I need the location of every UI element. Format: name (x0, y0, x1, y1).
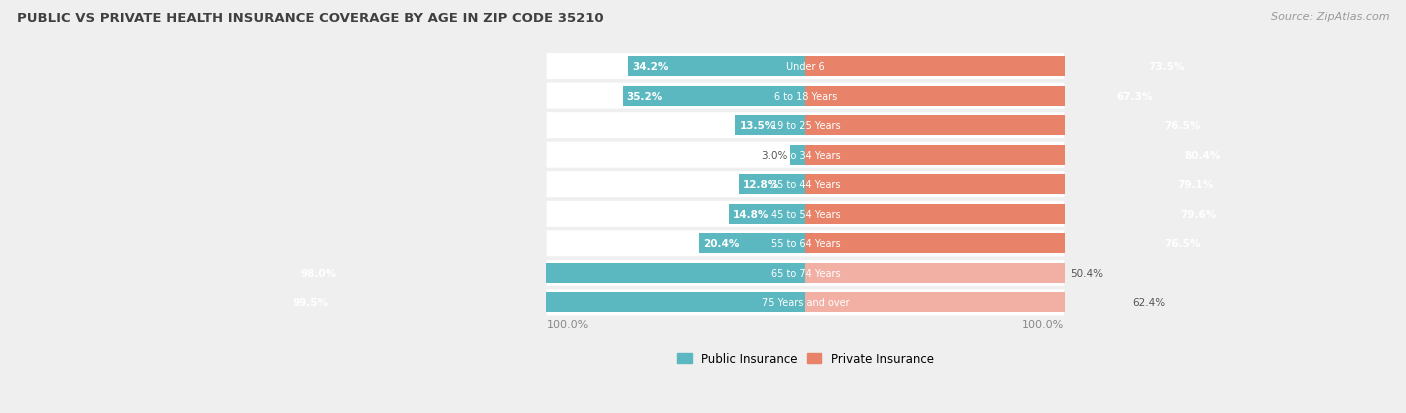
Bar (806, 263, 1067, 283)
Text: 100.0%: 100.0% (1022, 319, 1064, 329)
FancyBboxPatch shape (547, 54, 1064, 80)
Bar (699, 234, 806, 254)
Text: 50.4%: 50.4% (1070, 268, 1102, 278)
Text: 80.4%: 80.4% (1184, 150, 1220, 160)
Text: 62.4%: 62.4% (1132, 298, 1166, 308)
Text: 79.1%: 79.1% (1178, 180, 1213, 190)
Text: 3.0%: 3.0% (761, 150, 787, 160)
Text: 65 to 74 Years: 65 to 74 Years (770, 268, 841, 278)
Bar (806, 175, 1216, 195)
Text: 6 to 18 Years: 6 to 18 Years (773, 91, 837, 101)
FancyBboxPatch shape (547, 290, 1064, 316)
Text: 35 to 44 Years: 35 to 44 Years (770, 180, 841, 190)
Text: 14.8%: 14.8% (733, 209, 769, 219)
Bar (806, 293, 1129, 313)
Text: 19 to 25 Years: 19 to 25 Years (770, 121, 841, 131)
Text: 55 to 64 Years: 55 to 64 Years (770, 239, 841, 249)
Text: 99.5%: 99.5% (292, 298, 329, 308)
Text: 98.0%: 98.0% (301, 268, 336, 278)
FancyBboxPatch shape (547, 113, 1064, 139)
Text: 45 to 54 Years: 45 to 54 Years (770, 209, 841, 219)
Bar (806, 234, 1204, 254)
FancyBboxPatch shape (547, 231, 1064, 257)
FancyBboxPatch shape (547, 201, 1064, 227)
FancyBboxPatch shape (547, 172, 1064, 198)
Text: 67.3%: 67.3% (1116, 91, 1153, 101)
Text: 35.2%: 35.2% (627, 91, 664, 101)
Text: 34.2%: 34.2% (631, 62, 668, 72)
Text: 75 Years and over: 75 Years and over (762, 298, 849, 308)
Bar (806, 86, 1156, 107)
Text: 13.5%: 13.5% (740, 121, 776, 131)
Bar (806, 145, 1223, 165)
Bar (806, 57, 1187, 77)
Text: 76.5%: 76.5% (1164, 239, 1201, 249)
Bar (790, 145, 806, 165)
Text: Source: ZipAtlas.com: Source: ZipAtlas.com (1271, 12, 1389, 22)
Bar (735, 116, 806, 136)
Text: 20.4%: 20.4% (703, 239, 740, 249)
Bar (728, 204, 806, 224)
Bar (627, 57, 806, 77)
Text: 73.5%: 73.5% (1149, 62, 1185, 72)
Bar (806, 116, 1204, 136)
Legend: Public Insurance, Private Insurance: Public Insurance, Private Insurance (672, 347, 938, 370)
Text: 25 to 34 Years: 25 to 34 Years (770, 150, 841, 160)
FancyBboxPatch shape (547, 142, 1064, 168)
Text: Under 6: Under 6 (786, 62, 825, 72)
Text: 76.5%: 76.5% (1164, 121, 1201, 131)
Text: 12.8%: 12.8% (744, 180, 779, 190)
Bar (288, 293, 806, 313)
Text: PUBLIC VS PRIVATE HEALTH INSURANCE COVERAGE BY AGE IN ZIP CODE 35210: PUBLIC VS PRIVATE HEALTH INSURANCE COVER… (17, 12, 603, 25)
Bar (297, 263, 806, 283)
FancyBboxPatch shape (547, 260, 1064, 286)
FancyBboxPatch shape (547, 83, 1064, 109)
Text: 100.0%: 100.0% (547, 319, 589, 329)
Text: 79.6%: 79.6% (1180, 209, 1216, 219)
Bar (806, 204, 1219, 224)
Bar (740, 175, 806, 195)
Bar (623, 86, 806, 107)
